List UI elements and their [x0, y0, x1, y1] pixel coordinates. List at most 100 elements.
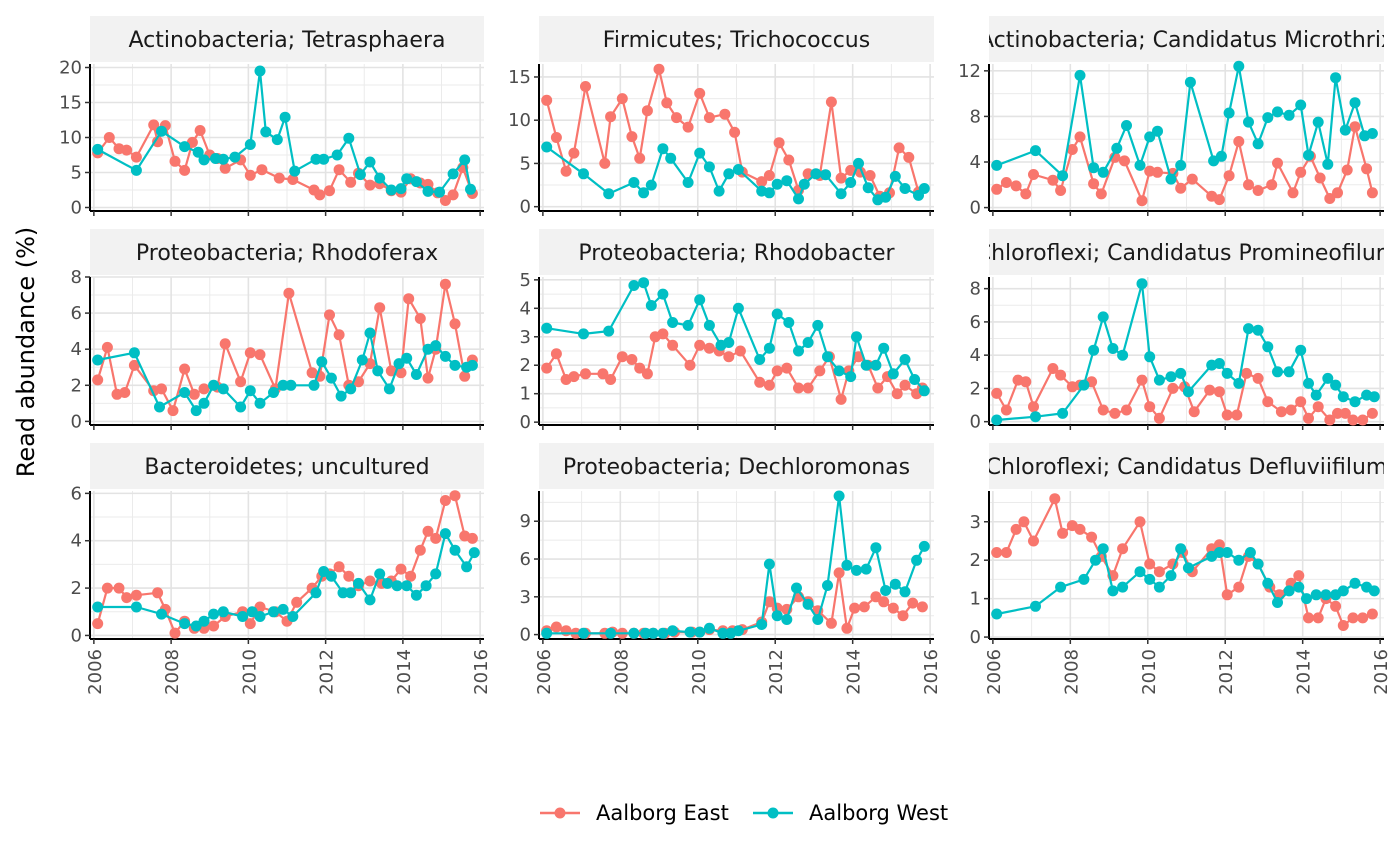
data-point: [822, 351, 833, 363]
series-aalborg-east: [991, 363, 1378, 426]
data-point: [287, 174, 299, 185]
data-point: [703, 161, 715, 173]
data-point: [285, 379, 297, 391]
data-point: [638, 187, 650, 199]
panel-title: Actinobacteria; Candidatus Microthrix: [979, 28, 1394, 53]
data-point: [918, 540, 930, 552]
y-tick-label: 9: [520, 511, 531, 532]
data-point: [420, 580, 432, 592]
data-point: [374, 568, 386, 580]
x-tick-label: 2016: [1371, 649, 1392, 695]
y-tick-label: 0: [71, 411, 82, 432]
data-point: [1165, 371, 1177, 383]
y-tick-label: 0: [970, 627, 981, 648]
data-point: [1153, 412, 1165, 424]
data-point: [657, 143, 669, 155]
data-point: [310, 587, 322, 599]
data-point: [1078, 573, 1090, 585]
data-point: [1233, 60, 1245, 72]
data-point: [694, 294, 706, 306]
data-point: [1165, 570, 1177, 582]
data-point: [657, 627, 669, 639]
data-point: [381, 577, 393, 589]
data-point: [439, 278, 451, 290]
data-point: [732, 302, 744, 314]
data-point: [1295, 99, 1307, 111]
series-aalborg-west: [541, 277, 930, 397]
data-point: [1134, 159, 1146, 171]
data-point: [899, 379, 911, 391]
data-point: [414, 313, 426, 324]
y-tick-label: 6: [520, 549, 531, 570]
data-point: [130, 164, 142, 176]
data-point: [335, 390, 347, 402]
panel-3: Actinobacteria; Candidatus Microthrix 0 4 8…: [958, 16, 1394, 219]
data-point: [461, 561, 473, 573]
data-point: [1175, 182, 1187, 194]
data-point: [374, 302, 386, 314]
data-point: [1337, 391, 1349, 403]
series-aalborg-west: [541, 141, 930, 206]
data-point: [1175, 159, 1187, 171]
data-point: [1055, 581, 1067, 593]
data-point: [851, 564, 862, 576]
data-point: [1349, 121, 1361, 133]
data-point: [1152, 166, 1163, 178]
data-point: [916, 601, 928, 613]
data-point: [1233, 136, 1245, 147]
data-point: [1184, 76, 1196, 88]
data-point: [1252, 324, 1264, 336]
data-point: [645, 179, 657, 191]
data-point: [734, 345, 746, 357]
x-tick-label: 2016: [921, 649, 942, 695]
data-point: [1055, 369, 1067, 381]
data-point: [1136, 278, 1148, 290]
y-tick-label: 3: [520, 587, 531, 608]
data-point: [1088, 344, 1100, 356]
x-tick-label: 2014: [1294, 649, 1315, 695]
data-point: [345, 383, 357, 395]
data-point: [793, 345, 804, 357]
data-point: [318, 153, 330, 165]
data-point: [1262, 396, 1274, 408]
series-aalborg-west: [92, 65, 476, 198]
y-tick-label: 8: [970, 279, 981, 300]
data-point: [1028, 169, 1039, 180]
data-point: [1324, 414, 1336, 426]
data-point: [1144, 351, 1156, 363]
data-point: [1368, 391, 1380, 403]
data-point: [198, 615, 210, 627]
data-point: [156, 125, 167, 137]
data-point: [889, 170, 901, 182]
data-point: [1330, 72, 1342, 84]
series-aalborg-west: [991, 278, 1380, 426]
series-aalborg-east: [92, 278, 478, 417]
y-tick-label: 0: [71, 198, 82, 219]
data-point: [1272, 106, 1283, 118]
data-point: [1020, 376, 1032, 388]
data-point: [1028, 535, 1039, 547]
data-point: [1097, 543, 1109, 555]
data-point: [647, 627, 659, 639]
data-point: [277, 603, 289, 615]
data-point: [324, 185, 335, 197]
data-point: [119, 387, 131, 398]
data-point: [605, 374, 617, 385]
data-point: [763, 379, 775, 391]
data-point: [991, 547, 1003, 558]
data-point: [634, 362, 646, 374]
data-point: [1221, 367, 1233, 379]
data-point: [541, 322, 553, 334]
data-point: [364, 327, 376, 339]
data-point: [1337, 585, 1349, 597]
data-point: [383, 383, 395, 395]
data-point: [331, 149, 343, 161]
data-point: [324, 309, 335, 321]
y-tick-label: 2: [71, 375, 82, 396]
data-point: [179, 141, 191, 153]
data-point: [130, 601, 142, 613]
x-tick-label: 2014: [844, 649, 865, 695]
data-point: [578, 168, 589, 180]
data-point: [121, 144, 133, 156]
y-tick-label: 1: [970, 589, 981, 610]
